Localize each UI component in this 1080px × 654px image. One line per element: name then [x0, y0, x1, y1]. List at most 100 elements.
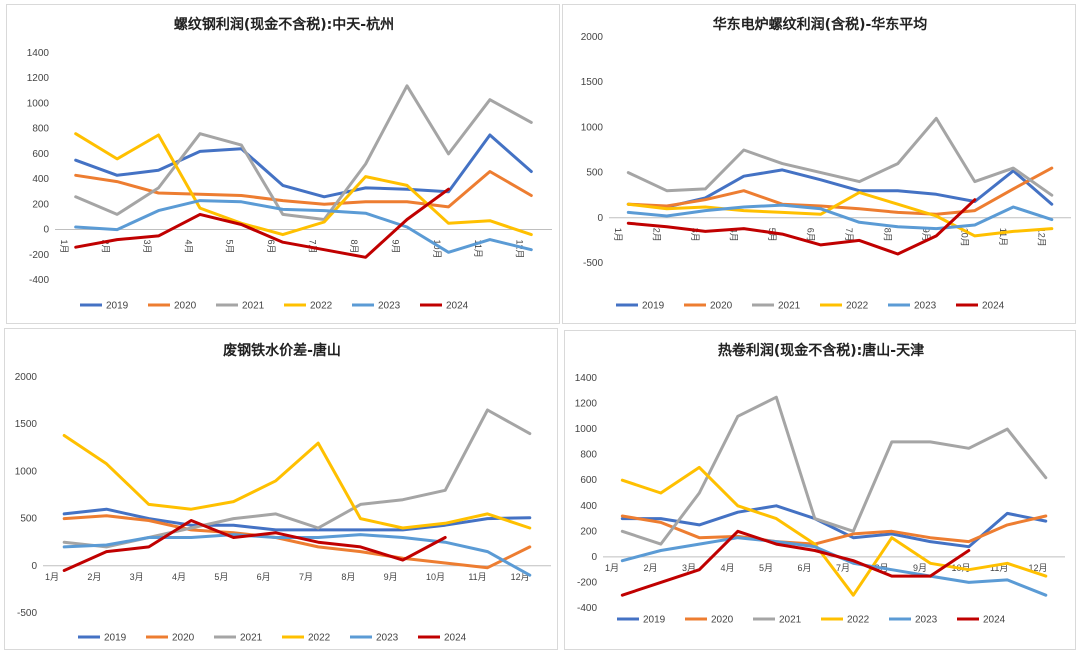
- y-tick-label: 600: [32, 149, 49, 160]
- series-line-2024: [62, 519, 447, 572]
- y-tick-label: -200: [577, 577, 597, 588]
- y-tick-label: -500: [17, 608, 37, 619]
- legend-label: 2022: [846, 301, 869, 312]
- legend-label: 2022: [308, 633, 331, 644]
- x-tick-label: 9月: [921, 228, 931, 242]
- x-tick-label: 6月: [798, 563, 812, 573]
- legend-item-2022: 2022: [820, 301, 869, 312]
- legend-item-2021: 2021: [752, 301, 801, 312]
- x-tick-label: 12月: [1037, 228, 1047, 247]
- x-tick-label: 9月: [913, 563, 927, 573]
- y-tick-label: 0: [43, 225, 49, 236]
- legend-label: 2022: [847, 615, 870, 626]
- y-tick-label: -500: [583, 258, 603, 269]
- legend-item-2024: 2024: [957, 615, 1006, 626]
- x-tick-label: 12月: [515, 240, 525, 259]
- chart-2: 华东电炉螺纹利润(含税)-华东平均 2000 1500 1000 500 0 -500 1月 2…: [581, 16, 1071, 312]
- x-tick-label: 4月: [729, 228, 739, 242]
- x-tick-label: 10月: [426, 572, 445, 582]
- series-line-2019: [74, 133, 533, 199]
- y-tick-label: 1200: [27, 73, 50, 84]
- legend-label: 2020: [174, 301, 197, 312]
- y-tick-label: 0: [31, 561, 37, 572]
- x-tick-label: 5月: [767, 228, 777, 242]
- y-tick-label: 1000: [575, 424, 598, 435]
- x-tick-label: 4月: [721, 563, 735, 573]
- x-tick-label: 1月: [45, 572, 59, 582]
- legend-label: 2019: [643, 615, 666, 626]
- legend-label: 2024: [446, 301, 469, 312]
- series-line-2022: [74, 132, 533, 237]
- series-line-2020: [620, 514, 1048, 546]
- series-line-2023: [74, 199, 533, 254]
- legend-item-2020: 2020: [685, 615, 734, 626]
- y-tick-label: -200: [29, 250, 49, 261]
- x-tick-label: 11月: [998, 228, 1008, 246]
- y-tick-label: 1500: [15, 419, 38, 430]
- legend-item-2023: 2023: [352, 301, 401, 312]
- series-line-2021: [626, 116, 1054, 197]
- legend-label: 2021: [778, 301, 801, 312]
- legend-item-2023: 2023: [889, 615, 938, 626]
- y-tick-label: 2000: [581, 32, 604, 43]
- x-tick-label: 3月: [130, 572, 144, 582]
- y-tick-label: 800: [32, 124, 49, 135]
- chart-panel-3: 废钢铁水价差-唐山 2000 1500 1000 500 0 -500 1月 2月 3月 4月 5月 6…: [4, 328, 558, 650]
- x-tick-label: 9月: [390, 240, 400, 254]
- x-tick-label: 7月: [836, 563, 850, 573]
- series-line-2021: [74, 84, 533, 221]
- y-tick-label: 400: [32, 174, 49, 185]
- x-tick-label: 2月: [87, 572, 101, 582]
- y-tick-label: 200: [580, 526, 597, 537]
- x-tick-label: 6月: [806, 228, 816, 242]
- series-line-2024: [626, 198, 977, 256]
- y-tick-label: 0: [597, 213, 603, 224]
- series-line-2020: [74, 170, 533, 209]
- legend-label: 2021: [779, 615, 802, 626]
- legend-item-2019: 2019: [616, 301, 665, 312]
- legend-item-2021: 2021: [214, 633, 263, 644]
- x-tick-label: 1月: [613, 228, 623, 242]
- series-line-2024: [620, 529, 971, 597]
- x-tick-label: 8月: [883, 228, 893, 242]
- chart-panel-2: 华东电炉螺纹利润(含税)-华东平均 2000 1500 1000 500 0 -500 1月 2…: [562, 4, 1076, 324]
- legend-item-2021: 2021: [216, 301, 265, 312]
- legend-label: 2020: [710, 301, 733, 312]
- series-line-2023: [626, 203, 1054, 231]
- legend-label: 2019: [642, 301, 665, 312]
- legend-label: 2023: [378, 301, 401, 312]
- x-tick-label: 7月: [299, 572, 313, 582]
- legend-item-2019: 2019: [80, 301, 129, 312]
- legend-label: 2019: [106, 301, 129, 312]
- series-line-2024: [74, 187, 450, 259]
- legend-item-2024: 2024: [420, 301, 469, 312]
- x-tick-label: 5月: [225, 240, 235, 254]
- x-tick-label: 2月: [652, 228, 662, 242]
- x-tick-label: 8月: [341, 572, 355, 582]
- y-tick-label: 1200: [575, 399, 598, 410]
- x-tick-label: 6月: [257, 572, 271, 582]
- chart-panel-4: 热卷利润(现金不含税):唐山-天津 1400 1200 1000 800 600 400 20…: [564, 330, 1076, 650]
- x-tick-label: 5月: [759, 563, 773, 573]
- x-tick-label: 7月: [844, 228, 854, 242]
- legend-item-2023: 2023: [888, 301, 937, 312]
- y-tick-label: 0: [591, 552, 597, 563]
- series-line-2021: [62, 408, 532, 549]
- legend-label: 2021: [240, 633, 263, 644]
- legend-item-2019: 2019: [78, 633, 127, 644]
- y-tick-label: 200: [32, 199, 49, 210]
- y-tick-label: 500: [586, 168, 603, 179]
- y-tick-label: 800: [580, 450, 597, 461]
- y-tick-label: 2000: [15, 372, 38, 383]
- series-line-2021: [620, 395, 1048, 546]
- y-tick-label: 1400: [575, 373, 598, 384]
- legend-label: 2019: [104, 633, 127, 644]
- legend-label: 2024: [444, 633, 467, 644]
- x-tick-label: 3月: [142, 240, 152, 254]
- y-tick-label: 1000: [581, 122, 604, 133]
- y-tick-label: 600: [580, 475, 597, 486]
- x-tick-label: 11月: [473, 240, 483, 258]
- legend-label: 2021: [242, 301, 265, 312]
- x-tick-label: 4月: [183, 240, 193, 254]
- y-tick-label: -400: [29, 275, 49, 286]
